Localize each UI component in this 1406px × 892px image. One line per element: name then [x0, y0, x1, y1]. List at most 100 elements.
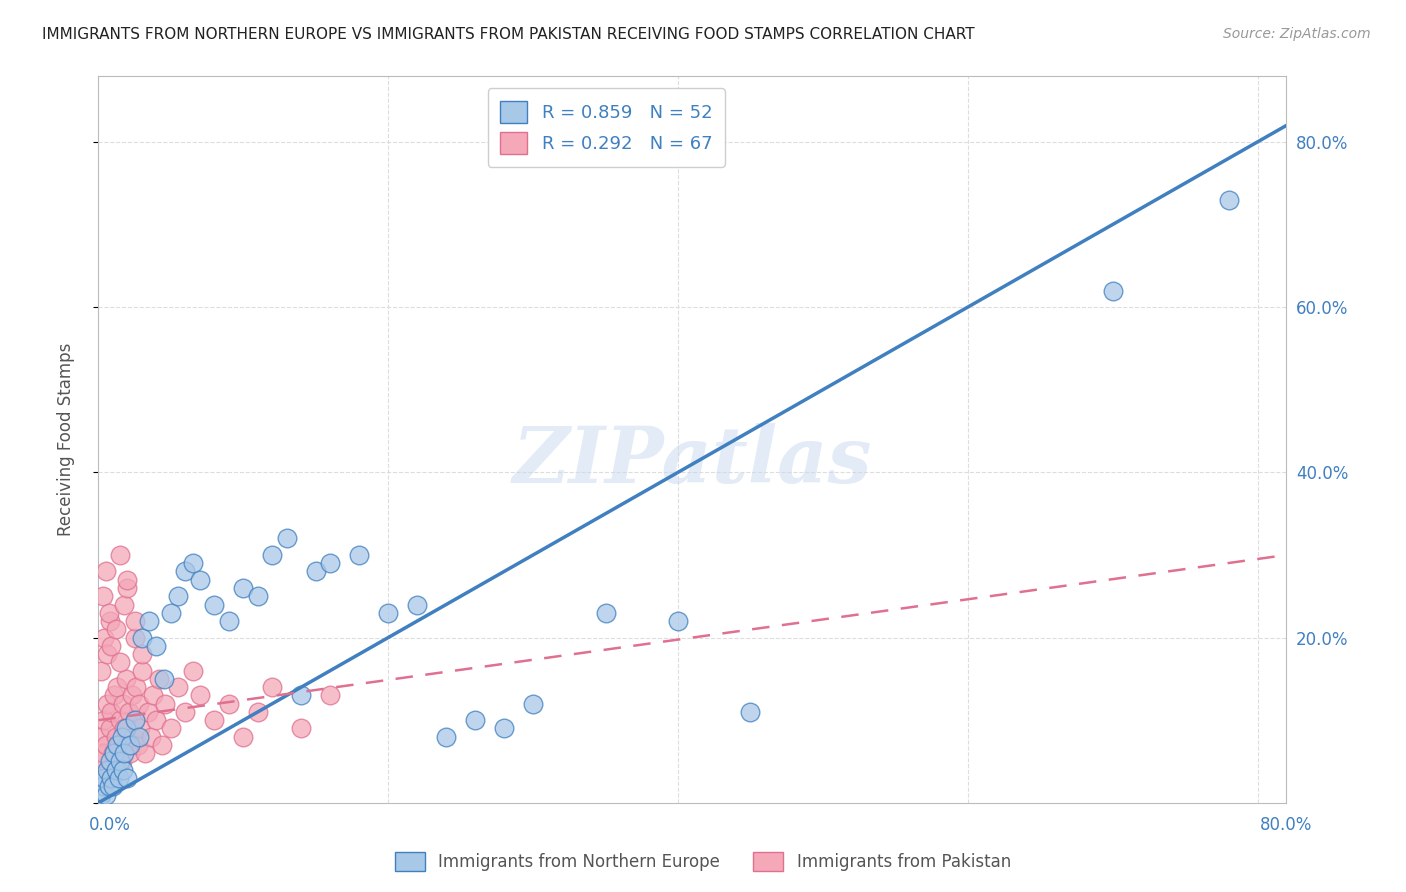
Point [108, 755, 131, 769]
Point [98, 755, 121, 769]
Point [101, 779, 124, 793]
Point [93, 631, 115, 645]
Point [110, 755, 132, 769]
Point [125, 680, 148, 694]
Point [232, 581, 254, 595]
Point [131, 664, 153, 678]
Point [98, 722, 121, 736]
Point [98, 614, 121, 628]
Point [104, 730, 127, 744]
Point [188, 689, 211, 703]
Point [94, 788, 117, 802]
Point [104, 623, 127, 637]
Point [202, 598, 225, 612]
Point [131, 631, 153, 645]
Point [104, 763, 127, 777]
Point [103, 689, 125, 703]
Point [740, 705, 762, 719]
Point [174, 565, 197, 579]
Point [121, 689, 143, 703]
Point [377, 606, 399, 620]
Point [112, 763, 135, 777]
Point [153, 697, 176, 711]
Text: IMMIGRANTS FROM NORTHERN EUROPE VS IMMIGRANTS FROM PAKISTAN RECEIVING FOOD STAMP: IMMIGRANTS FROM NORTHERN EUROPE VS IMMIG… [42, 27, 974, 42]
Point [117, 581, 139, 595]
Point [115, 722, 138, 736]
Point [145, 713, 167, 727]
Point [94, 565, 117, 579]
Text: Source: ZipAtlas.com: Source: ZipAtlas.com [1223, 27, 1371, 41]
Point [112, 697, 135, 711]
Point [107, 738, 129, 752]
Point [434, 730, 457, 744]
Point [108, 713, 131, 727]
Point [91, 779, 114, 793]
Point [117, 738, 139, 752]
Point [138, 614, 160, 628]
Point [91, 746, 114, 760]
Point [105, 680, 128, 694]
Legend: R = 0.859   N = 52, R = 0.292   N = 67: R = 0.859 N = 52, R = 0.292 N = 67 [488, 88, 725, 167]
Point [174, 705, 197, 719]
Point [218, 697, 240, 711]
Point [1218, 193, 1240, 207]
Point [160, 606, 183, 620]
Point [145, 639, 167, 653]
Point [93, 771, 115, 785]
Text: 80.0%: 80.0% [1260, 816, 1313, 834]
Point [522, 697, 544, 711]
Point [232, 730, 254, 744]
Point [188, 573, 211, 587]
Point [124, 713, 146, 727]
Point [117, 573, 139, 587]
Point [108, 656, 131, 670]
Point [131, 647, 153, 661]
Point [114, 746, 136, 760]
Legend: Immigrants from Northern Europe, Immigrants from Pakistan: Immigrants from Northern Europe, Immigra… [387, 843, 1019, 880]
Point [246, 705, 269, 719]
Point [142, 689, 165, 703]
Point [120, 738, 142, 752]
Point [110, 730, 132, 744]
Point [117, 771, 139, 785]
Point [305, 565, 328, 579]
Point [167, 589, 190, 603]
Point [347, 548, 370, 562]
Point [93, 713, 115, 727]
Y-axis label: Receiving Food Stamps: Receiving Food Stamps [56, 343, 75, 536]
Point [100, 705, 122, 719]
Point [128, 730, 150, 744]
Point [276, 532, 298, 546]
Point [127, 738, 149, 752]
Point [181, 664, 204, 678]
Point [94, 738, 117, 752]
Point [90, 664, 112, 678]
Text: 0.0%: 0.0% [89, 816, 131, 834]
Point [136, 705, 159, 719]
Point [150, 738, 173, 752]
Point [96, 697, 118, 711]
Point [124, 614, 146, 628]
Point [246, 589, 269, 603]
Point [181, 556, 204, 570]
Point [218, 614, 240, 628]
Point [666, 614, 689, 628]
Point [115, 672, 138, 686]
Point [262, 680, 284, 694]
Point [90, 788, 112, 802]
Point [148, 672, 170, 686]
Point [100, 771, 122, 785]
Point [494, 722, 516, 736]
Point [100, 639, 122, 653]
Point [89, 755, 111, 769]
Point [134, 746, 156, 760]
Point [120, 746, 142, 760]
Point [319, 556, 342, 570]
Point [91, 589, 114, 603]
Point [595, 606, 617, 620]
Point [97, 606, 120, 620]
Point [101, 746, 124, 760]
Point [97, 779, 120, 793]
Point [96, 647, 118, 661]
Point [107, 771, 129, 785]
